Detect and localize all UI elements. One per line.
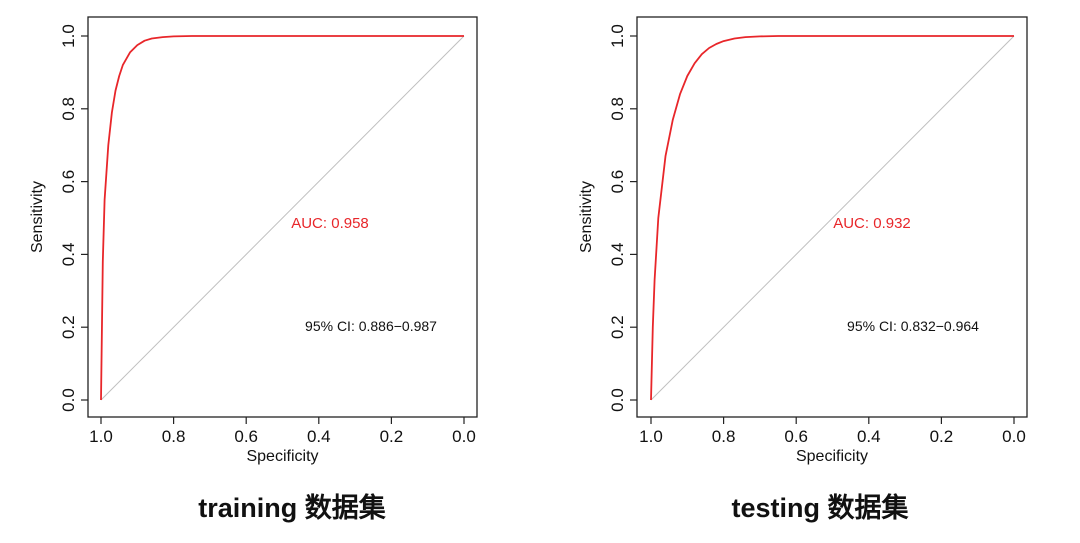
x-tick-label: 1.0 — [89, 427, 113, 446]
auc-annotation: AUC: 0.932 — [833, 215, 911, 232]
y-tick-label: 0.2 — [59, 315, 78, 339]
x-tick-label: 0.2 — [930, 427, 954, 446]
training-roc-panel: 1.0 0.8 0.6 0.4 0.2 0.0 0.0 0.2 0.4 0.6 0.8 1.0 Spec… — [29, 16, 478, 465]
roc-curve — [650, 35, 1014, 401]
y-tick-label: 0.8 — [608, 97, 627, 121]
x-tick-label: 0.4 — [307, 427, 331, 446]
testing-roc-panel: 1.0 0.8 0.6 0.4 0.2 0.0 0.0 0.2 0.4 0.6 0.8 1.0 Spec… — [578, 16, 1028, 465]
x-axis-label: Specificity — [796, 448, 868, 465]
x-axis-label: Specificity — [246, 448, 318, 465]
x-tick-label: 0.4 — [857, 427, 881, 446]
roc-curve — [100, 35, 464, 401]
y-tick-label: 0.0 — [608, 388, 627, 412]
plot-frame — [87, 16, 478, 418]
training-caption: training 数据集 — [198, 493, 386, 523]
x-tick-label: 0.6 — [234, 427, 258, 446]
x-tick-label: 0.0 — [452, 427, 476, 446]
x-tick-label: 0.2 — [380, 427, 404, 446]
ci-annotation: 95% CI: 0.886−0.987 — [305, 318, 437, 334]
auc-annotation: AUC: 0.958 — [291, 215, 369, 232]
x-tick-label: 0.6 — [784, 427, 808, 446]
y-tick-label: 0.4 — [608, 243, 627, 267]
reference-diagonal — [650, 35, 1015, 401]
testing-caption: testing 数据集 — [731, 493, 909, 523]
x-tick-label: 0.8 — [712, 427, 736, 446]
x-tick-label: 0.8 — [162, 427, 186, 446]
reference-diagonal — [100, 35, 465, 401]
y-tick-label: 0.6 — [608, 170, 627, 194]
x-tick-label: 0.0 — [1002, 427, 1026, 446]
ci-annotation: 95% CI: 0.832−0.964 — [847, 318, 979, 334]
y-tick-label: 0.0 — [59, 388, 78, 412]
y-axis-label: Sensitivity — [29, 181, 46, 253]
y-tick-label: 0.4 — [59, 243, 78, 267]
x-tick-label: 1.0 — [639, 427, 663, 446]
y-tick-label: 0.6 — [59, 170, 78, 194]
plot-frame — [636, 16, 1028, 418]
y-tick-label: 1.0 — [59, 24, 78, 48]
y-tick-label: 1.0 — [608, 24, 627, 48]
y-tick-label: 0.2 — [608, 315, 627, 339]
y-tick-label: 0.8 — [59, 97, 78, 121]
y-axis-label: Sensitivity — [578, 181, 595, 253]
